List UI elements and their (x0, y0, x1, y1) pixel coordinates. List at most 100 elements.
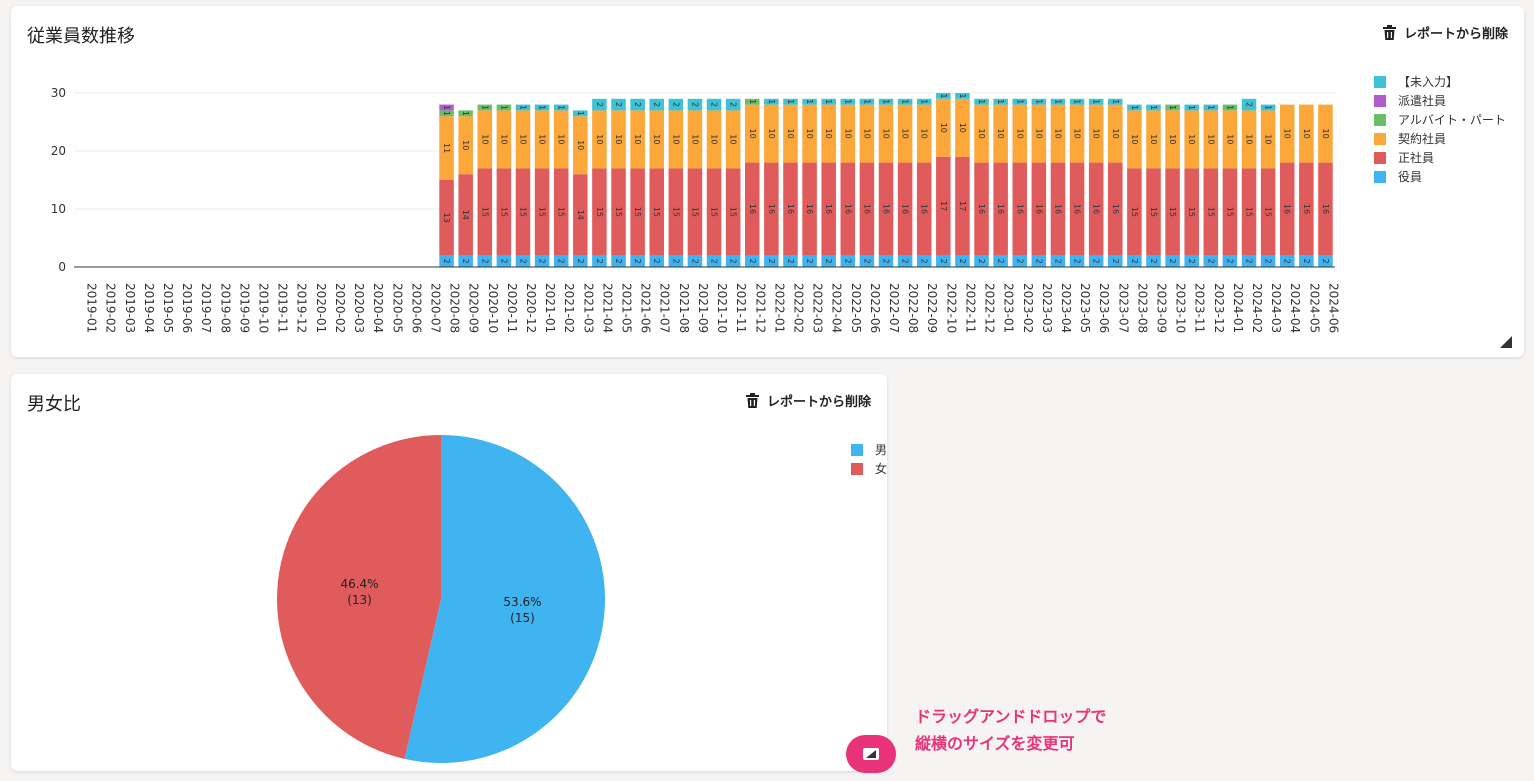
bar-segment (668, 110, 684, 169)
bar-segment (706, 110, 722, 169)
bar-segment (439, 180, 454, 256)
legend-item[interactable]: 正社員 (1374, 148, 1506, 167)
bar-data-label: 16 (1111, 204, 1120, 214)
bar-segment (993, 104, 1008, 163)
bar-segment (955, 156, 970, 256)
bar-segment (1050, 255, 1066, 267)
bar-segment (725, 98, 741, 111)
bar-data-label: 15 (1206, 207, 1215, 217)
bar-data-label: 2 (710, 102, 719, 107)
bar-data-label: 10 (977, 129, 986, 139)
x-tick-label: 2021-01 (543, 283, 557, 333)
bar-segment (534, 255, 550, 267)
bar-segment (515, 110, 531, 169)
bar-segment (1127, 255, 1142, 267)
bar-data-label: 1 (1111, 99, 1120, 104)
x-tick-label: 2022-03 (811, 283, 825, 333)
resize-handle-highlight[interactable] (846, 735, 896, 773)
x-tick-label: 2022-06 (868, 283, 882, 333)
remove-from-report-button[interactable]: レポートから削除 (745, 391, 871, 410)
x-tick-label: 2023-08 (1135, 283, 1149, 333)
bar-segment (1260, 104, 1276, 111)
bar-data-label: 15 (614, 207, 623, 217)
bar-data-label: 1 (1264, 105, 1273, 110)
bar-data-label: 2 (748, 259, 757, 264)
legend-label: 女 (874, 462, 887, 476)
bar-segment (496, 110, 512, 169)
legend-label: 契約社員 (1398, 132, 1447, 146)
bar-data-label: 10 (824, 129, 833, 139)
remove-from-report-button[interactable]: レポートから削除 (1382, 23, 1508, 42)
bar-data-label: 1 (557, 105, 566, 110)
x-tick-label: 2019-04 (142, 283, 156, 333)
bar-data-label: 10 (996, 129, 1005, 139)
bar-data-label: 10 (767, 129, 776, 139)
x-tick-label: 2021-09 (696, 283, 710, 333)
card-title-employee-trend: 従業員数推移 (27, 26, 135, 47)
bar-data-label: 2 (671, 102, 680, 107)
legend-item[interactable]: 男 (851, 440, 887, 459)
bar-segment (630, 98, 645, 111)
bar-data-label: 2 (1073, 259, 1082, 264)
bar-data-label: 2 (1264, 259, 1273, 264)
x-tick-label: 2022-04 (830, 283, 844, 333)
x-tick-label: 2019-02 (104, 283, 118, 333)
bar-segment (955, 98, 970, 157)
bar-data-label: 2 (1111, 259, 1120, 264)
bar-data-label: 2 (518, 259, 527, 264)
bar-segment (725, 110, 741, 169)
bar-data-label: 15 (1149, 207, 1158, 217)
bar-segment (1031, 162, 1047, 256)
legend-item[interactable]: 女 (851, 459, 887, 478)
legend-item[interactable]: 契約社員 (1374, 129, 1506, 148)
pie-slice[interactable] (404, 435, 606, 763)
x-tick-label: 2022-01 (772, 283, 786, 333)
legend-item[interactable]: 【未入力】 (1374, 72, 1506, 91)
bar-data-label: 2 (996, 259, 1005, 264)
bar-data-label: 10 (939, 123, 948, 133)
bar-segment (515, 168, 531, 256)
bar-segment (1031, 104, 1047, 163)
bar-segment (1241, 255, 1257, 267)
bar-segment (745, 104, 760, 163)
x-tick-label: 2024-01 (1231, 283, 1245, 333)
bar-segment (515, 104, 531, 111)
bar-data-label: 2 (690, 102, 699, 107)
bar-data-label: 2 (977, 259, 986, 264)
pie-slice[interactable] (277, 435, 441, 759)
x-tick-label: 2021-08 (677, 283, 691, 333)
bar-segment (936, 98, 951, 157)
legend-item[interactable]: 役員 (1374, 167, 1506, 186)
bar-segment (1012, 98, 1028, 105)
x-tick-label: 2021-10 (715, 283, 729, 333)
annotation-line-1: ドラッグアンドドロップで (915, 707, 1107, 726)
bar-data-label: 1 (920, 99, 929, 104)
bar-data-label: 10 (576, 140, 585, 150)
bar-data-label: 15 (1245, 207, 1254, 217)
bar-segment (687, 168, 703, 256)
bar-segment (534, 104, 550, 111)
x-tick-label: 2020-05 (390, 283, 404, 333)
bar-segment (1260, 110, 1276, 169)
legend-item[interactable]: 派遣社員 (1374, 91, 1506, 110)
bar-data-label: 10 (843, 129, 852, 139)
bar-segment (1222, 110, 1238, 169)
bar-segment (553, 104, 569, 111)
resize-handle-icon[interactable] (1500, 333, 1512, 348)
x-tick-label: 2020-04 (371, 283, 385, 333)
bar-segment (725, 168, 741, 256)
bar-segment (764, 255, 779, 267)
legend-swatch (1374, 132, 1386, 145)
trash-icon (1382, 25, 1396, 40)
bar-data-label: 2 (671, 259, 680, 264)
bar-data-label: 15 (557, 207, 566, 217)
bar-data-label: 15 (633, 207, 642, 217)
bar-segment (1241, 98, 1257, 111)
bar-data-label: 10 (1149, 134, 1158, 144)
bar-data-label: 10 (862, 129, 871, 139)
legend-item[interactable]: アルバイト・パート (1374, 110, 1506, 129)
bar-data-label: 1 (843, 99, 852, 104)
x-tick-label: 2019-05 (161, 283, 175, 333)
x-tick-label: 2022-05 (849, 283, 863, 333)
x-tick-label: 2023-10 (1174, 283, 1188, 333)
